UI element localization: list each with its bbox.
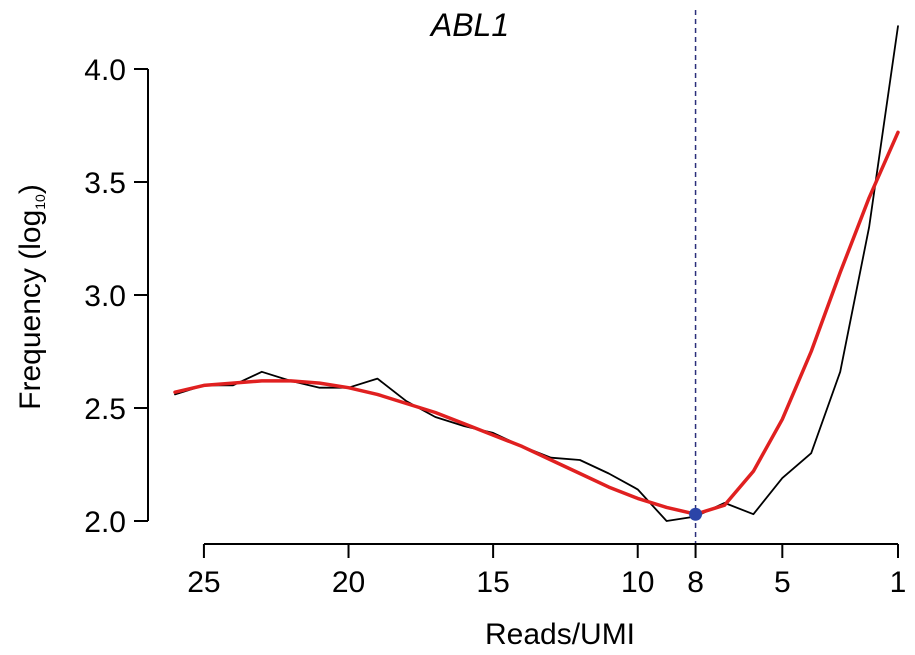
y-axis-title-prefix: Frequency (log — [14, 210, 47, 410]
y-axis-title: Frequency (log10) — [14, 184, 48, 410]
x-tick-label: 10 — [621, 566, 654, 599]
x-tick-label: 1 — [890, 566, 907, 599]
fitted-curve-line — [173, 130, 900, 516]
x-tick-label: 15 — [476, 566, 509, 599]
x-tick-label: 5 — [774, 566, 791, 599]
y-tick-label: 2.0 — [84, 506, 126, 539]
threshold-point — [689, 507, 703, 521]
chart-title: ABL1 — [429, 7, 509, 43]
x-tick-label: 25 — [187, 566, 220, 599]
plot-area — [173, 10, 900, 544]
x-ticks: 25 20 15 10 8 5 1 — [187, 544, 906, 599]
y-tick-label: 4.0 — [84, 54, 126, 87]
observed-series-line — [174, 25, 899, 522]
y-tick-label: 3.0 — [84, 280, 126, 313]
y-ticks: 2.0 2.5 3.0 3.5 4.0 — [84, 54, 148, 539]
y-tick-label: 3.5 — [84, 167, 126, 200]
x-tick-label: 8 — [687, 566, 704, 599]
x-axis-title: Reads/UMI — [485, 618, 635, 651]
y-tick-label: 2.5 — [84, 393, 126, 426]
y-axis-title-subscript: 10 — [32, 194, 48, 210]
y-axis-title-suffix: ) — [14, 184, 47, 194]
x-tick-label: 20 — [332, 566, 365, 599]
